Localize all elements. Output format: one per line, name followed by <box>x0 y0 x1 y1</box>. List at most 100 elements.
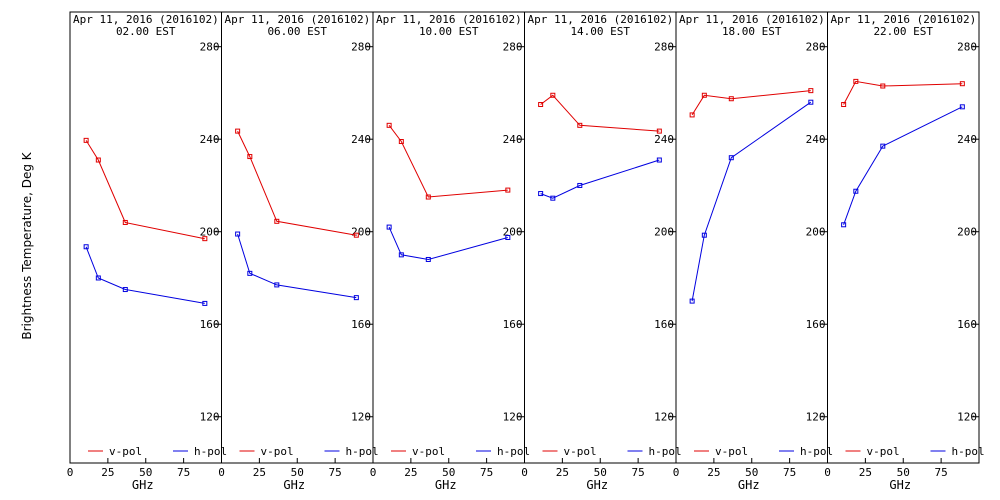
data-point-v-pol <box>505 187 511 193</box>
y-tick-label: 160 <box>806 318 826 331</box>
y-tick-label: 280 <box>200 41 220 54</box>
y-tick-label: 120 <box>806 411 826 424</box>
y-tick-label: 240 <box>654 133 674 146</box>
series-line-h-pol <box>85 246 205 304</box>
y-tick-label: 240 <box>957 133 977 146</box>
y-tick-label: 240 <box>351 133 371 146</box>
series-line-h-pol <box>540 159 660 199</box>
x-axis-label: GHz <box>132 478 154 492</box>
x-tick-label: 0 <box>67 466 74 479</box>
x-tick-label: 75 <box>177 466 190 479</box>
panel-title: Apr 11, 2016 (2016102) <box>73 13 219 26</box>
panel-subtitle: 18.00 EST <box>722 25 782 38</box>
x-tick-label: 25 <box>101 466 114 479</box>
data-point-h-pol <box>959 104 965 110</box>
series-line-v-pol <box>85 140 205 240</box>
data-point-h-pol <box>274 282 280 288</box>
data-point-h-pol <box>728 155 734 161</box>
data-point-v-pol <box>538 102 544 108</box>
data-point-v-pol <box>425 194 431 200</box>
y-tick-label: 120 <box>957 411 977 424</box>
x-tick-label: 75 <box>935 466 948 479</box>
data-point-v-pol <box>959 81 965 87</box>
y-tick-label: 200 <box>200 226 220 239</box>
y-tick-label: 280 <box>503 41 523 54</box>
panels-group: Apr 11, 2016 (2016102)02.00 EST120160200… <box>67 11 985 492</box>
legend-label-v-pol: v-pol <box>261 445 294 458</box>
data-point-h-pol <box>398 252 404 258</box>
panel-subtitle: 06.00 EST <box>267 25 327 38</box>
y-tick-label: 280 <box>654 41 674 54</box>
data-point-h-pol <box>202 300 208 306</box>
y-tick-label: 120 <box>654 411 674 424</box>
x-tick-label: 50 <box>291 466 304 479</box>
panel-4: Apr 11, 2016 (2016102)14.00 EST 120 160 200… <box>521 11 682 492</box>
x-axis-label: GHz <box>738 478 760 492</box>
y-tick-label: 200 <box>654 226 674 239</box>
series-line-v-pol <box>237 130 357 236</box>
series-line-h-pol <box>691 101 812 302</box>
y-tick-label: 240 <box>503 133 523 146</box>
y-tick-label: 160 <box>503 318 523 331</box>
panel-subtitle: 10.00 EST <box>419 25 479 38</box>
x-tick-label: 0 <box>521 466 528 479</box>
y-tick-label: 280 <box>806 41 826 54</box>
x-tick-label: 50 <box>442 466 455 479</box>
legend-label-h-pol: h-pol <box>800 445 833 458</box>
y-tick-label: 240 <box>806 133 826 146</box>
x-tick-label: 50 <box>594 466 607 479</box>
legend-label-v-pol: v-pol <box>867 445 900 458</box>
data-point-h-pol <box>235 231 241 237</box>
y-tick-label: 160 <box>351 318 371 331</box>
data-point-v-pol <box>386 122 392 128</box>
series-line-v-pol <box>843 80 963 105</box>
x-tick-label: 50 <box>745 466 758 479</box>
data-point-h-pol <box>386 224 392 230</box>
x-tick-label: 75 <box>480 466 493 479</box>
x-tick-label: 75 <box>632 466 645 479</box>
x-tick-label: 0 <box>370 466 377 479</box>
legend-label-h-pol: h-pol <box>194 445 227 458</box>
y-tick-label: 200 <box>957 226 977 239</box>
data-point-v-pol <box>235 128 241 134</box>
data-point-h-pol <box>656 157 662 163</box>
x-tick-label: 25 <box>253 466 266 479</box>
y-tick-label: 160 <box>957 318 977 331</box>
legend-label-v-pol: v-pol <box>109 445 142 458</box>
data-point-v-pol <box>808 88 814 94</box>
data-point-v-pol <box>122 219 128 225</box>
data-point-h-pol <box>505 235 511 240</box>
panel-5: Apr 11, 2016 (2016102)18.00 EST 120 160 200… <box>673 11 833 492</box>
panel-title: Apr 11, 2016 (2016102) <box>679 13 825 26</box>
legend-label-h-pol: h-pol <box>346 445 379 458</box>
data-point-h-pol <box>853 188 859 194</box>
panel-3: Apr 11, 2016 (2016102)10.00 EST120160200… <box>370 11 530 492</box>
legend-label-v-pol: v-pol <box>715 445 748 458</box>
data-point-h-pol <box>538 191 544 197</box>
panel-subtitle: 02.00 EST <box>116 25 176 38</box>
data-point-h-pol <box>577 182 583 188</box>
series-line-h-pol <box>388 226 508 261</box>
data-point-v-pol <box>728 96 734 102</box>
x-axis-label: GHz <box>889 478 911 492</box>
data-point-v-pol <box>841 102 847 108</box>
x-tick-label: 25 <box>707 466 720 479</box>
x-axis-label: GHz <box>435 478 457 492</box>
data-point-v-pol <box>95 157 101 163</box>
series-line-v-pol <box>691 90 811 116</box>
panel-title: Apr 11, 2016 (2016102) <box>831 13 977 26</box>
y-tick-label: 240 <box>200 133 220 146</box>
panel-subtitle: 22.00 EST <box>873 25 933 38</box>
data-point-h-pol <box>122 287 128 293</box>
y-tick-label: 200 <box>806 226 826 239</box>
data-point-v-pol <box>880 83 886 89</box>
legend-label-v-pol: v-pol <box>412 445 445 458</box>
data-point-v-pol <box>656 128 662 134</box>
panel-title: Apr 11, 2016 (2016102) <box>528 13 674 26</box>
data-point-v-pol <box>577 122 583 128</box>
x-axis-label: GHz <box>586 478 608 492</box>
x-tick-label: 75 <box>783 466 796 479</box>
data-point-v-pol <box>353 232 359 238</box>
data-point-h-pol <box>880 143 886 149</box>
